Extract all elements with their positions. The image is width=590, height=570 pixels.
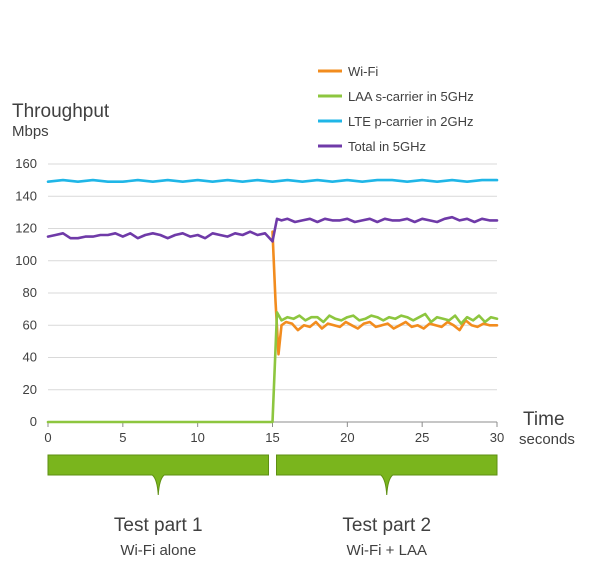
y-tick-labels: 0 20 40 60 80 100 120 140 160 — [15, 156, 37, 429]
legend-label: Wi-Fi — [348, 64, 378, 79]
segment-brace — [276, 454, 498, 496]
legend-label: LTE p-carrier in 2GHz — [348, 114, 473, 129]
y-tick-label: 120 — [15, 221, 37, 236]
y-tick-label: 140 — [15, 188, 37, 203]
y-tick-label: 60 — [23, 317, 37, 332]
y-tick-label: 100 — [15, 253, 37, 268]
test-segments: Test part 1 Wi-Fi alone Test part 2 Wi-Fi +… — [47, 454, 498, 559]
x-tick-labels: 0 5 10 15 20 25 30 — [44, 422, 504, 445]
y-tick-label: 20 — [23, 382, 37, 397]
grid-lines — [48, 163, 497, 423]
x-tick-label: 30 — [490, 430, 504, 445]
segment-brace — [47, 454, 269, 496]
series-line-lte-p-carrier-in-2ghz — [46, 178, 499, 183]
segment-title: Test part 2 — [342, 515, 431, 536]
segment-title: Test part 1 — [114, 515, 203, 536]
x-tick-label: 5 — [119, 430, 126, 445]
x-tick-label: 10 — [190, 430, 204, 445]
y-tick-label: 0 — [30, 414, 37, 429]
y-tick-label: 160 — [15, 156, 37, 171]
legend: Wi-Fi LAA s-carrier in 5GHz LTE p-carrier … — [318, 64, 474, 154]
y-tick-label: 80 — [23, 285, 37, 300]
series-line-total-in-5ghz — [46, 215, 499, 243]
y-axis-unit: Mbps — [12, 123, 49, 140]
x-axis-title: Time — [523, 409, 565, 430]
x-tick-label: 15 — [265, 430, 279, 445]
series-lines — [46, 178, 499, 424]
legend-label: Total in 5GHz — [348, 139, 426, 154]
series-line-laa-s-carrier-in-5ghz — [46, 311, 499, 424]
x-tick-label: 0 — [44, 430, 51, 445]
segment-subtitle: Wi-Fi alone — [120, 542, 196, 559]
y-tick-label: 40 — [23, 350, 37, 365]
segment-subtitle: Wi-Fi + LAA — [347, 542, 427, 559]
series-line-wi-fi — [271, 230, 499, 356]
x-tick-label: 20 — [340, 430, 354, 445]
y-axis-title: Throughput — [12, 101, 110, 122]
x-tick-label: 25 — [415, 430, 429, 445]
x-axis-unit: seconds — [519, 431, 575, 448]
legend-label: LAA s-carrier in 5GHz — [348, 89, 474, 104]
